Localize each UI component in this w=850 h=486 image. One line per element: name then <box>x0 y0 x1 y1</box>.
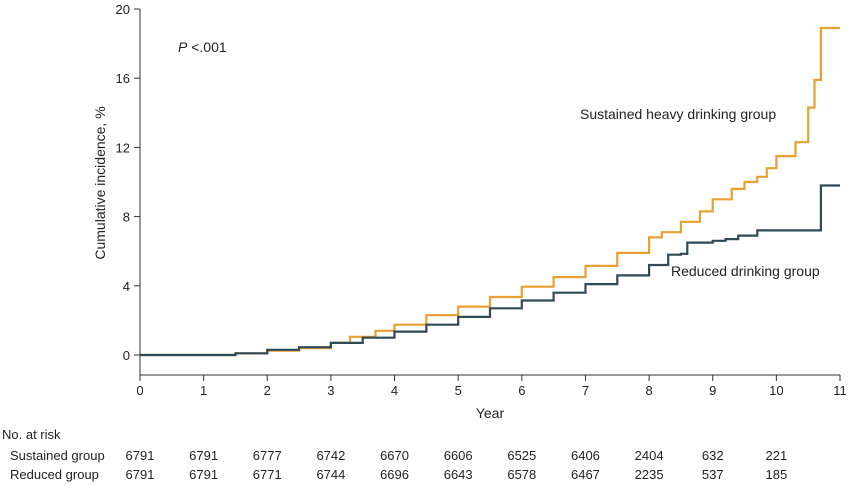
reduced-series-label: Reduced drinking group <box>671 263 820 279</box>
risk-value: 6696 <box>380 467 409 482</box>
risk-value: 632 <box>702 448 724 463</box>
risk-row-label-reduced: Reduced group <box>10 467 99 482</box>
risk-value: 6643 <box>444 467 473 482</box>
p-value-p: P <box>178 39 188 55</box>
p-value-rest: <.001 <box>187 39 227 55</box>
risk-value: 6578 <box>507 467 536 482</box>
x-tick-label: 6 <box>518 383 525 398</box>
x-tick-label: 5 <box>455 383 462 398</box>
p-value-annotation: P <.001 <box>178 39 227 55</box>
y-axis-title: Cumulative incidence, % <box>92 106 108 259</box>
risk-value: 6791 <box>189 448 218 463</box>
x-axis-title: Year <box>476 405 505 421</box>
risk-value: 2404 <box>635 448 664 463</box>
y-tick-label: 16 <box>116 71 130 86</box>
risk-table: No. at risk Sustained group Reduced grou… <box>2 427 787 482</box>
y-tick-label: 4 <box>123 279 130 294</box>
series-lines <box>140 26 840 357</box>
risk-value: 6744 <box>316 467 345 482</box>
x-tick-label: 7 <box>582 383 589 398</box>
x-tick-label: 4 <box>391 383 398 398</box>
risk-table-title: No. at risk <box>2 427 61 442</box>
risk-value: 6777 <box>253 448 282 463</box>
risk-value: 6406 <box>571 448 600 463</box>
sustained-series-label: Sustained heavy drinking group <box>580 106 776 122</box>
y-tick-label: 12 <box>116 140 130 155</box>
risk-value: 6791 <box>126 448 155 463</box>
risk-value: 185 <box>766 467 788 482</box>
risk-value: 6606 <box>444 448 473 463</box>
risk-value: 6791 <box>189 467 218 482</box>
y-tick-label: 8 <box>123 210 130 225</box>
x-tick-label: 8 <box>645 383 652 398</box>
risk-value: 2235 <box>635 467 664 482</box>
risk-value: 6791 <box>126 467 155 482</box>
x-tick-label: 2 <box>264 383 271 398</box>
x-tick-label: 11 <box>833 383 847 398</box>
risk-values: 6791 6791 6777 6742 6670 6606 6525 6406 2404 632 2… <box>126 448 788 482</box>
x-tick-label: 10 <box>769 383 783 398</box>
x-ticks: 0 1 2 3 4 5 6 7 8 9 10 11 <box>136 375 847 398</box>
risk-value: 221 <box>766 448 788 463</box>
x-tick-label: 0 <box>136 383 143 398</box>
risk-row-label-sustained: Sustained group <box>10 448 105 463</box>
risk-value: 6467 <box>571 467 600 482</box>
risk-value: 6525 <box>507 448 536 463</box>
y-tick-label: 0 <box>123 348 130 363</box>
reduced-drinking-line <box>140 184 840 357</box>
x-tick-label: 9 <box>709 383 716 398</box>
risk-value: 6742 <box>316 448 345 463</box>
risk-value: 6670 <box>380 448 409 463</box>
y-ticks: 0 4 8 12 16 20 <box>116 2 140 363</box>
x-tick-label: 1 <box>200 383 207 398</box>
x-tick-label: 3 <box>327 383 334 398</box>
risk-value: 6771 <box>253 467 282 482</box>
y-tick-label: 20 <box>116 2 130 17</box>
sustained-heavy-drinking-line <box>140 26 840 357</box>
risk-value: 537 <box>702 467 724 482</box>
